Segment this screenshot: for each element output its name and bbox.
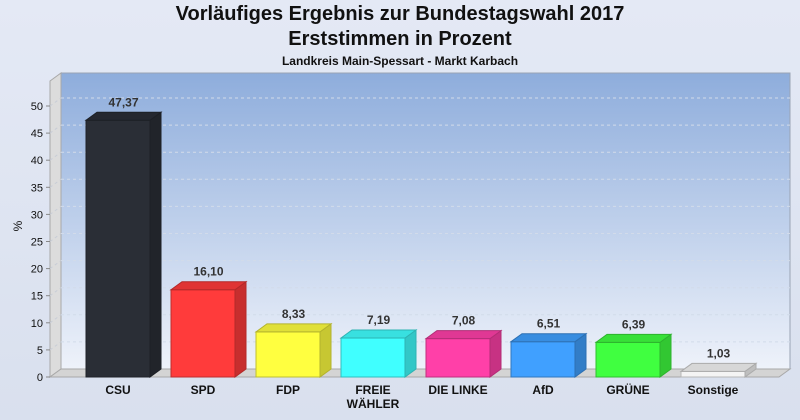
data-label: 7,08 (452, 314, 476, 328)
data-label: 6,51 (537, 317, 561, 331)
bar-front (340, 337, 406, 378)
bar-sonstige (679, 362, 758, 378)
gridline-side (49, 124, 62, 134)
gridline-side (49, 178, 62, 188)
bar-front (170, 289, 236, 378)
bar-top (254, 323, 333, 333)
bar-freie-wähler (339, 329, 418, 378)
bar-front (680, 370, 746, 378)
chart-title: Vorläufiges Ergebnis zur Bundestagswahl … (175, 3, 625, 25)
bar-afd (509, 332, 588, 378)
data-label: 6,39 (622, 317, 646, 331)
bar-die-linke (424, 329, 503, 378)
y-tick-label: 0 (37, 372, 43, 384)
gridline-side (49, 287, 62, 297)
x-tick-label: GRÜNE (606, 382, 649, 397)
bar-front (510, 341, 576, 378)
x-tick-label: SPD (191, 383, 216, 397)
gridline-side (49, 151, 62, 161)
x-tick-label: Sonstige (688, 383, 739, 397)
x-tick-label: CSU (105, 383, 130, 397)
gridline-side (49, 233, 62, 242)
bar-top (594, 333, 673, 343)
y-tick-label: 25 (31, 237, 43, 249)
chart-subtitle: Erststimmen in Prozent (288, 28, 512, 50)
bar-top (84, 111, 163, 121)
bar-top (339, 329, 418, 339)
x-tick-label: FREIE (355, 383, 390, 397)
bar-front (85, 119, 151, 378)
bar-front (595, 341, 661, 378)
bar-side (234, 280, 247, 378)
gridline-side (49, 205, 62, 215)
y-tick-label: 50 (31, 101, 43, 113)
bar-spd (169, 280, 248, 378)
y-axis-label: % (11, 220, 25, 231)
x-tick-label: DIE LINKE (428, 383, 487, 397)
data-label: 16,10 (193, 265, 223, 279)
y-tick-label: 40 (31, 155, 43, 167)
bar-front (255, 331, 321, 378)
bar-side (149, 111, 162, 378)
bar-front (425, 338, 491, 378)
bar-top (509, 333, 588, 343)
plot-floor (48, 368, 792, 378)
data-label: 7,19 (367, 313, 391, 327)
bar-top (169, 281, 248, 291)
y-tick-label: 30 (31, 209, 43, 221)
x-tick-label: FDP (276, 383, 300, 397)
plot-left-wall (49, 72, 62, 378)
bar-side (319, 322, 332, 378)
gridline-side (49, 260, 62, 270)
gridline-side (49, 314, 62, 324)
y-tick-label: 10 (31, 318, 43, 330)
gridline-side (49, 97, 62, 107)
data-label: 1,03 (707, 346, 731, 360)
bar-top (679, 362, 758, 372)
bar-csu (84, 111, 163, 378)
x-tick-label: WÄHLER (347, 396, 400, 411)
y-tick-label: 35 (31, 182, 43, 194)
data-label: 47,37 (108, 95, 138, 109)
bar-top (424, 330, 503, 340)
bar-fdp (254, 322, 333, 378)
x-tick-label: AfD (532, 383, 554, 397)
y-tick-label: 20 (31, 264, 43, 276)
data-label: 8,33 (282, 307, 306, 321)
y-tick-label: 15 (31, 291, 43, 303)
y-tick-label: 5 (37, 345, 43, 357)
chart-region: Landkreis Main-Spessart - Markt Karbach (281, 54, 519, 68)
plot-back-wall (60, 72, 791, 370)
bar-grüne (594, 333, 673, 378)
y-tick-label: 45 (31, 128, 43, 140)
gridline-side (49, 341, 62, 351)
